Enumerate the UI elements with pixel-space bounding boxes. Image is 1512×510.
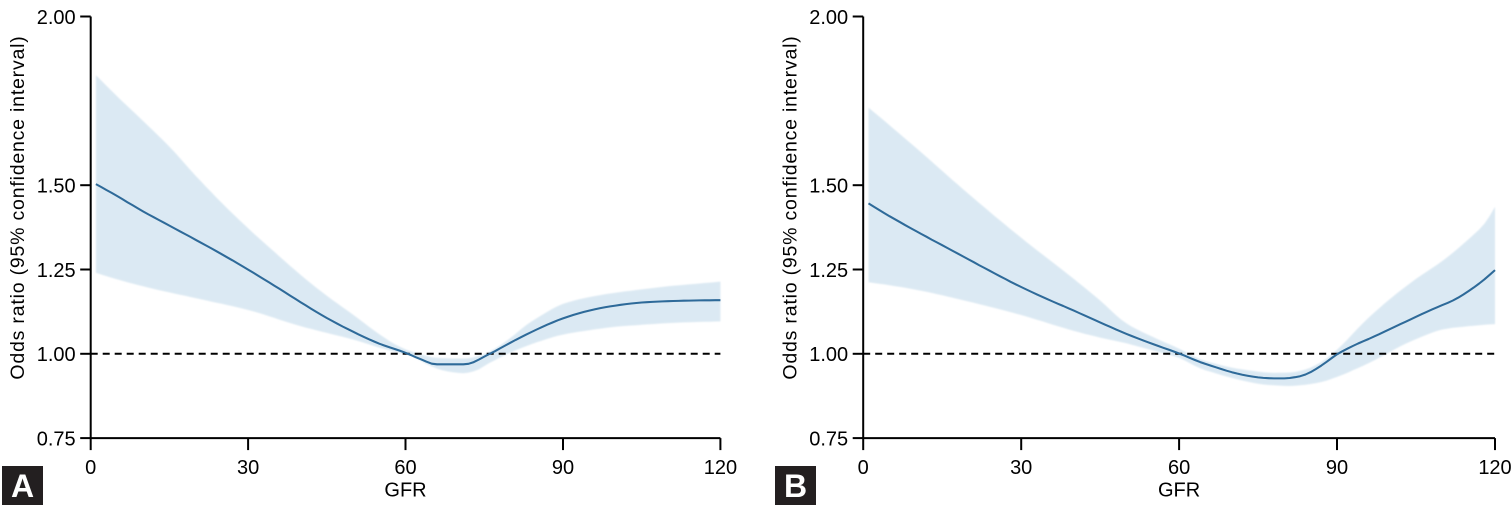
svg-text:90: 90 <box>1326 457 1348 479</box>
svg-text:120: 120 <box>1478 457 1511 479</box>
svg-text:Odds ratio (95% confidence int: Odds ratio (95% confidence interval) <box>779 35 801 379</box>
svg-text:1.50: 1.50 <box>809 176 848 198</box>
svg-text:1.25: 1.25 <box>809 260 848 282</box>
svg-text:2.00: 2.00 <box>37 7 76 29</box>
svg-text:0: 0 <box>85 457 96 479</box>
svg-text:60: 60 <box>394 457 416 479</box>
svg-text:30: 30 <box>237 457 259 479</box>
svg-text:120: 120 <box>704 457 737 479</box>
svg-text:1.50: 1.50 <box>37 176 76 198</box>
svg-text:1.25: 1.25 <box>37 260 76 282</box>
svg-text:1.00: 1.00 <box>809 344 848 366</box>
svg-text:GFR: GFR <box>1158 480 1200 502</box>
svg-text:2.00: 2.00 <box>809 7 848 29</box>
svg-text:90: 90 <box>552 457 574 479</box>
svg-text:Odds ratio (95% confidence int: Odds ratio (95% confidence interval) <box>7 35 29 379</box>
svg-text:30: 30 <box>1010 457 1032 479</box>
svg-text:B: B <box>784 468 807 504</box>
svg-text:0.75: 0.75 <box>37 429 76 451</box>
svg-text:GFR: GFR <box>384 480 426 502</box>
svg-text:1.00: 1.00 <box>37 344 76 366</box>
svg-text:0: 0 <box>858 457 869 479</box>
svg-text:A: A <box>11 468 34 504</box>
svg-text:60: 60 <box>1168 457 1190 479</box>
svg-text:0.75: 0.75 <box>809 429 848 451</box>
